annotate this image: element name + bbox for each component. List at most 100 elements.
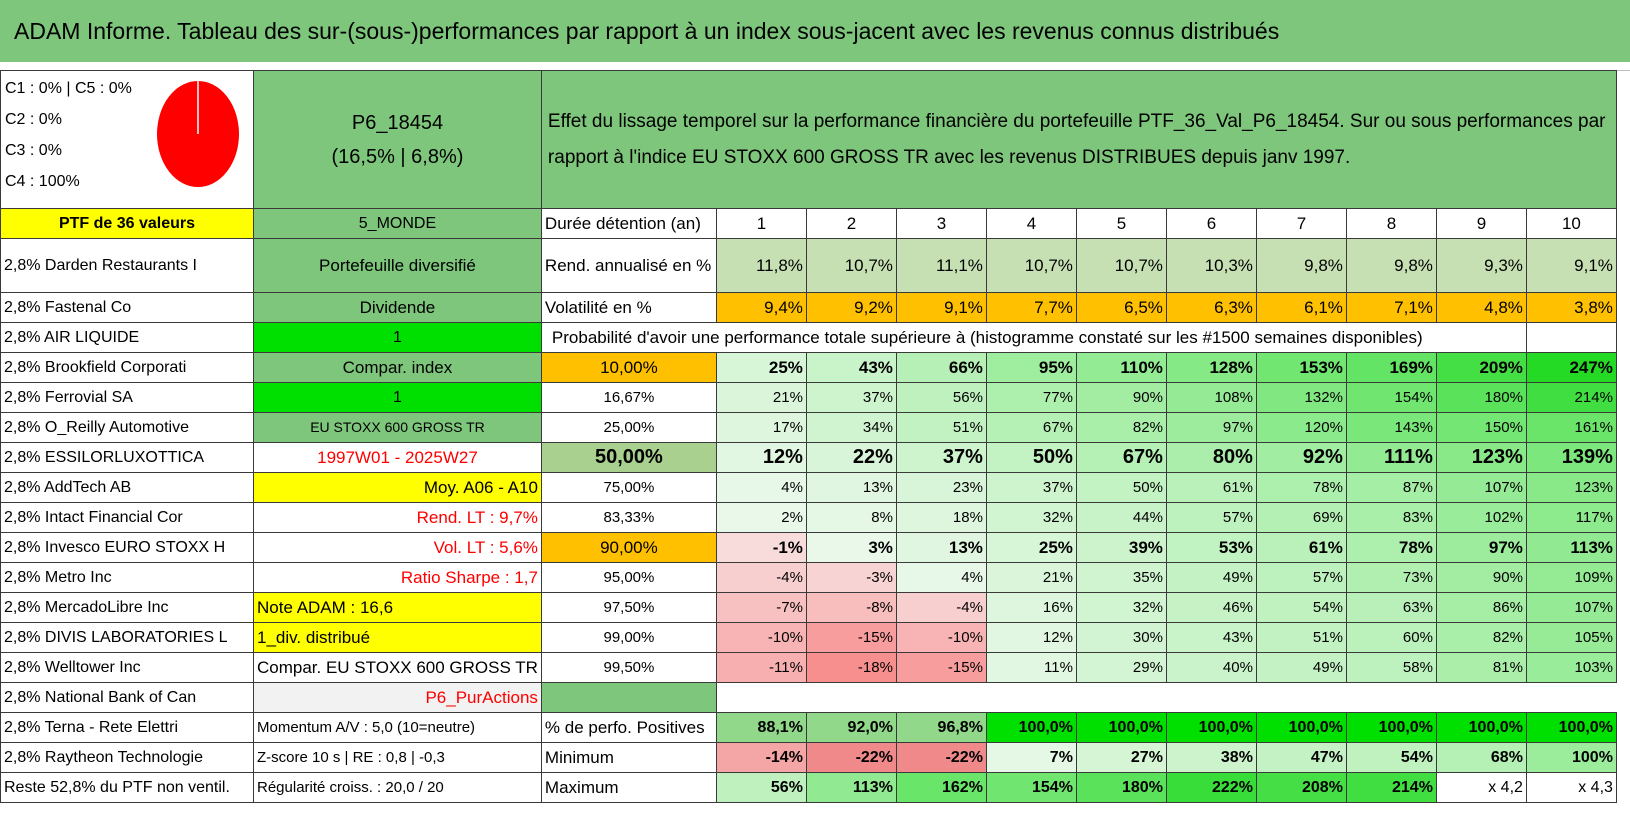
probability-level[interactable]: 83,33%: [540, 502, 717, 533]
empty-green-cell[interactable]: [540, 682, 717, 713]
probability-value[interactable]: 139%: [1525, 442, 1617, 473]
holding-row[interactable]: 2,8% AIR LIQUIDE: [0, 322, 254, 353]
probability-value[interactable]: 18%: [895, 502, 987, 533]
probability-value[interactable]: 66%: [895, 352, 987, 383]
probability-value[interactable]: 46%: [1165, 592, 1257, 623]
maximum-value[interactable]: x 4,2: [1435, 772, 1527, 803]
positive-value[interactable]: 92,0%: [805, 712, 897, 743]
probability-level[interactable]: 97,50%: [540, 592, 717, 623]
empty-cell[interactable]: [1525, 322, 1617, 353]
probability-value[interactable]: 43%: [1165, 622, 1257, 653]
holding-row[interactable]: 2,8% Ferrovial SA: [0, 382, 254, 413]
probability-value[interactable]: 21%: [715, 382, 807, 413]
probability-value[interactable]: 58%: [1345, 652, 1437, 683]
probability-value[interactable]: 123%: [1435, 442, 1527, 473]
vol-value[interactable]: 9,2%: [805, 292, 897, 323]
probability-value[interactable]: 51%: [1255, 622, 1347, 653]
probability-level[interactable]: 90,00%: [540, 532, 717, 563]
portfolio-pur[interactable]: P6_PurActions: [253, 682, 542, 713]
probability-value[interactable]: 180%: [1435, 382, 1527, 413]
portfolio-style[interactable]: Dividende: [253, 292, 542, 323]
year-header[interactable]: 3: [895, 208, 987, 239]
probability-value[interactable]: 109%: [1525, 562, 1617, 593]
year-header[interactable]: 4: [985, 208, 1077, 239]
probability-value[interactable]: 92%: [1255, 442, 1347, 473]
rend-value[interactable]: 10,7%: [985, 238, 1077, 293]
probability-value[interactable]: 53%: [1165, 532, 1257, 563]
year-header[interactable]: 10: [1525, 208, 1617, 239]
vol-label[interactable]: Volatilité en %: [540, 292, 717, 323]
portfolio-flag[interactable]: 1: [253, 322, 542, 353]
probability-value[interactable]: 153%: [1255, 352, 1347, 383]
probability-value[interactable]: 34%: [805, 412, 897, 443]
probability-value[interactable]: 39%: [1075, 532, 1167, 563]
probability-value[interactable]: 49%: [1255, 652, 1347, 683]
probability-value[interactable]: 143%: [1345, 412, 1437, 443]
probability-value[interactable]: 32%: [985, 502, 1077, 533]
probability-value[interactable]: 2%: [715, 502, 807, 533]
maximum-value[interactable]: 222%: [1165, 772, 1257, 803]
min-label[interactable]: Minimum: [540, 742, 717, 773]
probability-value[interactable]: 82%: [1075, 412, 1167, 443]
portfolio-attribute[interactable]: Ratio Sharpe : 1,7: [253, 562, 542, 593]
max-label[interactable]: Maximum: [540, 772, 717, 803]
probability-level[interactable]: 16,67%: [540, 382, 717, 413]
probability-value[interactable]: 60%: [1345, 622, 1437, 653]
probability-value[interactable]: 32%: [1075, 592, 1167, 623]
holding-row[interactable]: 2,8% Welltower Inc: [0, 652, 254, 683]
probability-value[interactable]: 111%: [1345, 442, 1437, 473]
probability-value[interactable]: 105%: [1525, 622, 1617, 653]
probability-level[interactable]: 75,00%: [540, 472, 717, 503]
rend-value[interactable]: 9,1%: [1525, 238, 1617, 293]
probability-value[interactable]: 61%: [1165, 472, 1257, 503]
year-header[interactable]: 7: [1255, 208, 1347, 239]
probability-value[interactable]: 44%: [1075, 502, 1167, 533]
probability-value[interactable]: -1%: [715, 532, 807, 563]
probability-value[interactable]: 50%: [985, 442, 1077, 473]
holding-row[interactable]: 2,8% Darden Restaurants I: [0, 238, 254, 293]
year-header[interactable]: 6: [1165, 208, 1257, 239]
minimum-value[interactable]: 27%: [1075, 742, 1167, 773]
minimum-value[interactable]: 54%: [1345, 742, 1437, 773]
holding-row[interactable]: 2,8% AddTech AB: [0, 472, 254, 503]
probability-value[interactable]: 81%: [1435, 652, 1527, 683]
probability-value[interactable]: 90%: [1435, 562, 1527, 593]
probability-value[interactable]: -10%: [715, 622, 807, 653]
rend-value[interactable]: 10,7%: [805, 238, 897, 293]
rend-value[interactable]: 9,8%: [1345, 238, 1437, 293]
description-cell[interactable]: Effet du lissage temporel sur la perform…: [540, 70, 1617, 209]
probability-value[interactable]: 61%: [1255, 532, 1347, 563]
probability-value[interactable]: -11%: [715, 652, 807, 683]
probability-value[interactable]: 67%: [1075, 442, 1167, 473]
probability-value[interactable]: 4%: [715, 472, 807, 503]
empty-cell[interactable]: [716, 682, 1617, 713]
vol-value[interactable]: 6,1%: [1255, 292, 1347, 323]
portfolio-attribute[interactable]: Compar. index: [253, 352, 542, 383]
probability-value[interactable]: -3%: [805, 562, 897, 593]
probability-value[interactable]: 97%: [1435, 532, 1527, 563]
portfolio-type[interactable]: Portefeuille diversifié: [253, 238, 542, 293]
probability-value[interactable]: 43%: [805, 352, 897, 383]
probability-level[interactable]: 50,00%: [540, 442, 717, 473]
probability-value[interactable]: 22%: [805, 442, 897, 473]
probability-value[interactable]: 11%: [985, 652, 1077, 683]
minimum-value[interactable]: -14%: [715, 742, 807, 773]
probability-value[interactable]: 107%: [1435, 472, 1527, 503]
vol-value[interactable]: 9,1%: [895, 292, 987, 323]
year-header[interactable]: 9: [1435, 208, 1527, 239]
probability-value[interactable]: 97%: [1165, 412, 1257, 443]
positive-value[interactable]: 88,1%: [715, 712, 807, 743]
probability-level[interactable]: 99,00%: [540, 622, 717, 653]
vol-value[interactable]: 3,8%: [1525, 292, 1617, 323]
year-header[interactable]: 8: [1345, 208, 1437, 239]
holding-row[interactable]: 2,8% Raytheon Technologie: [0, 742, 254, 773]
holding-row[interactable]: 2,8% DIVIS LABORATORIES L: [0, 622, 254, 653]
positive-value[interactable]: 100,0%: [1435, 712, 1527, 743]
probability-value[interactable]: 8%: [805, 502, 897, 533]
probability-value[interactable]: 77%: [985, 382, 1077, 413]
probability-value[interactable]: 247%: [1525, 352, 1617, 383]
probability-value[interactable]: 69%: [1255, 502, 1347, 533]
probability-value[interactable]: -8%: [805, 592, 897, 623]
minimum-value[interactable]: 68%: [1435, 742, 1527, 773]
holding-row[interactable]: 2,8% National Bank of Can: [0, 682, 254, 713]
